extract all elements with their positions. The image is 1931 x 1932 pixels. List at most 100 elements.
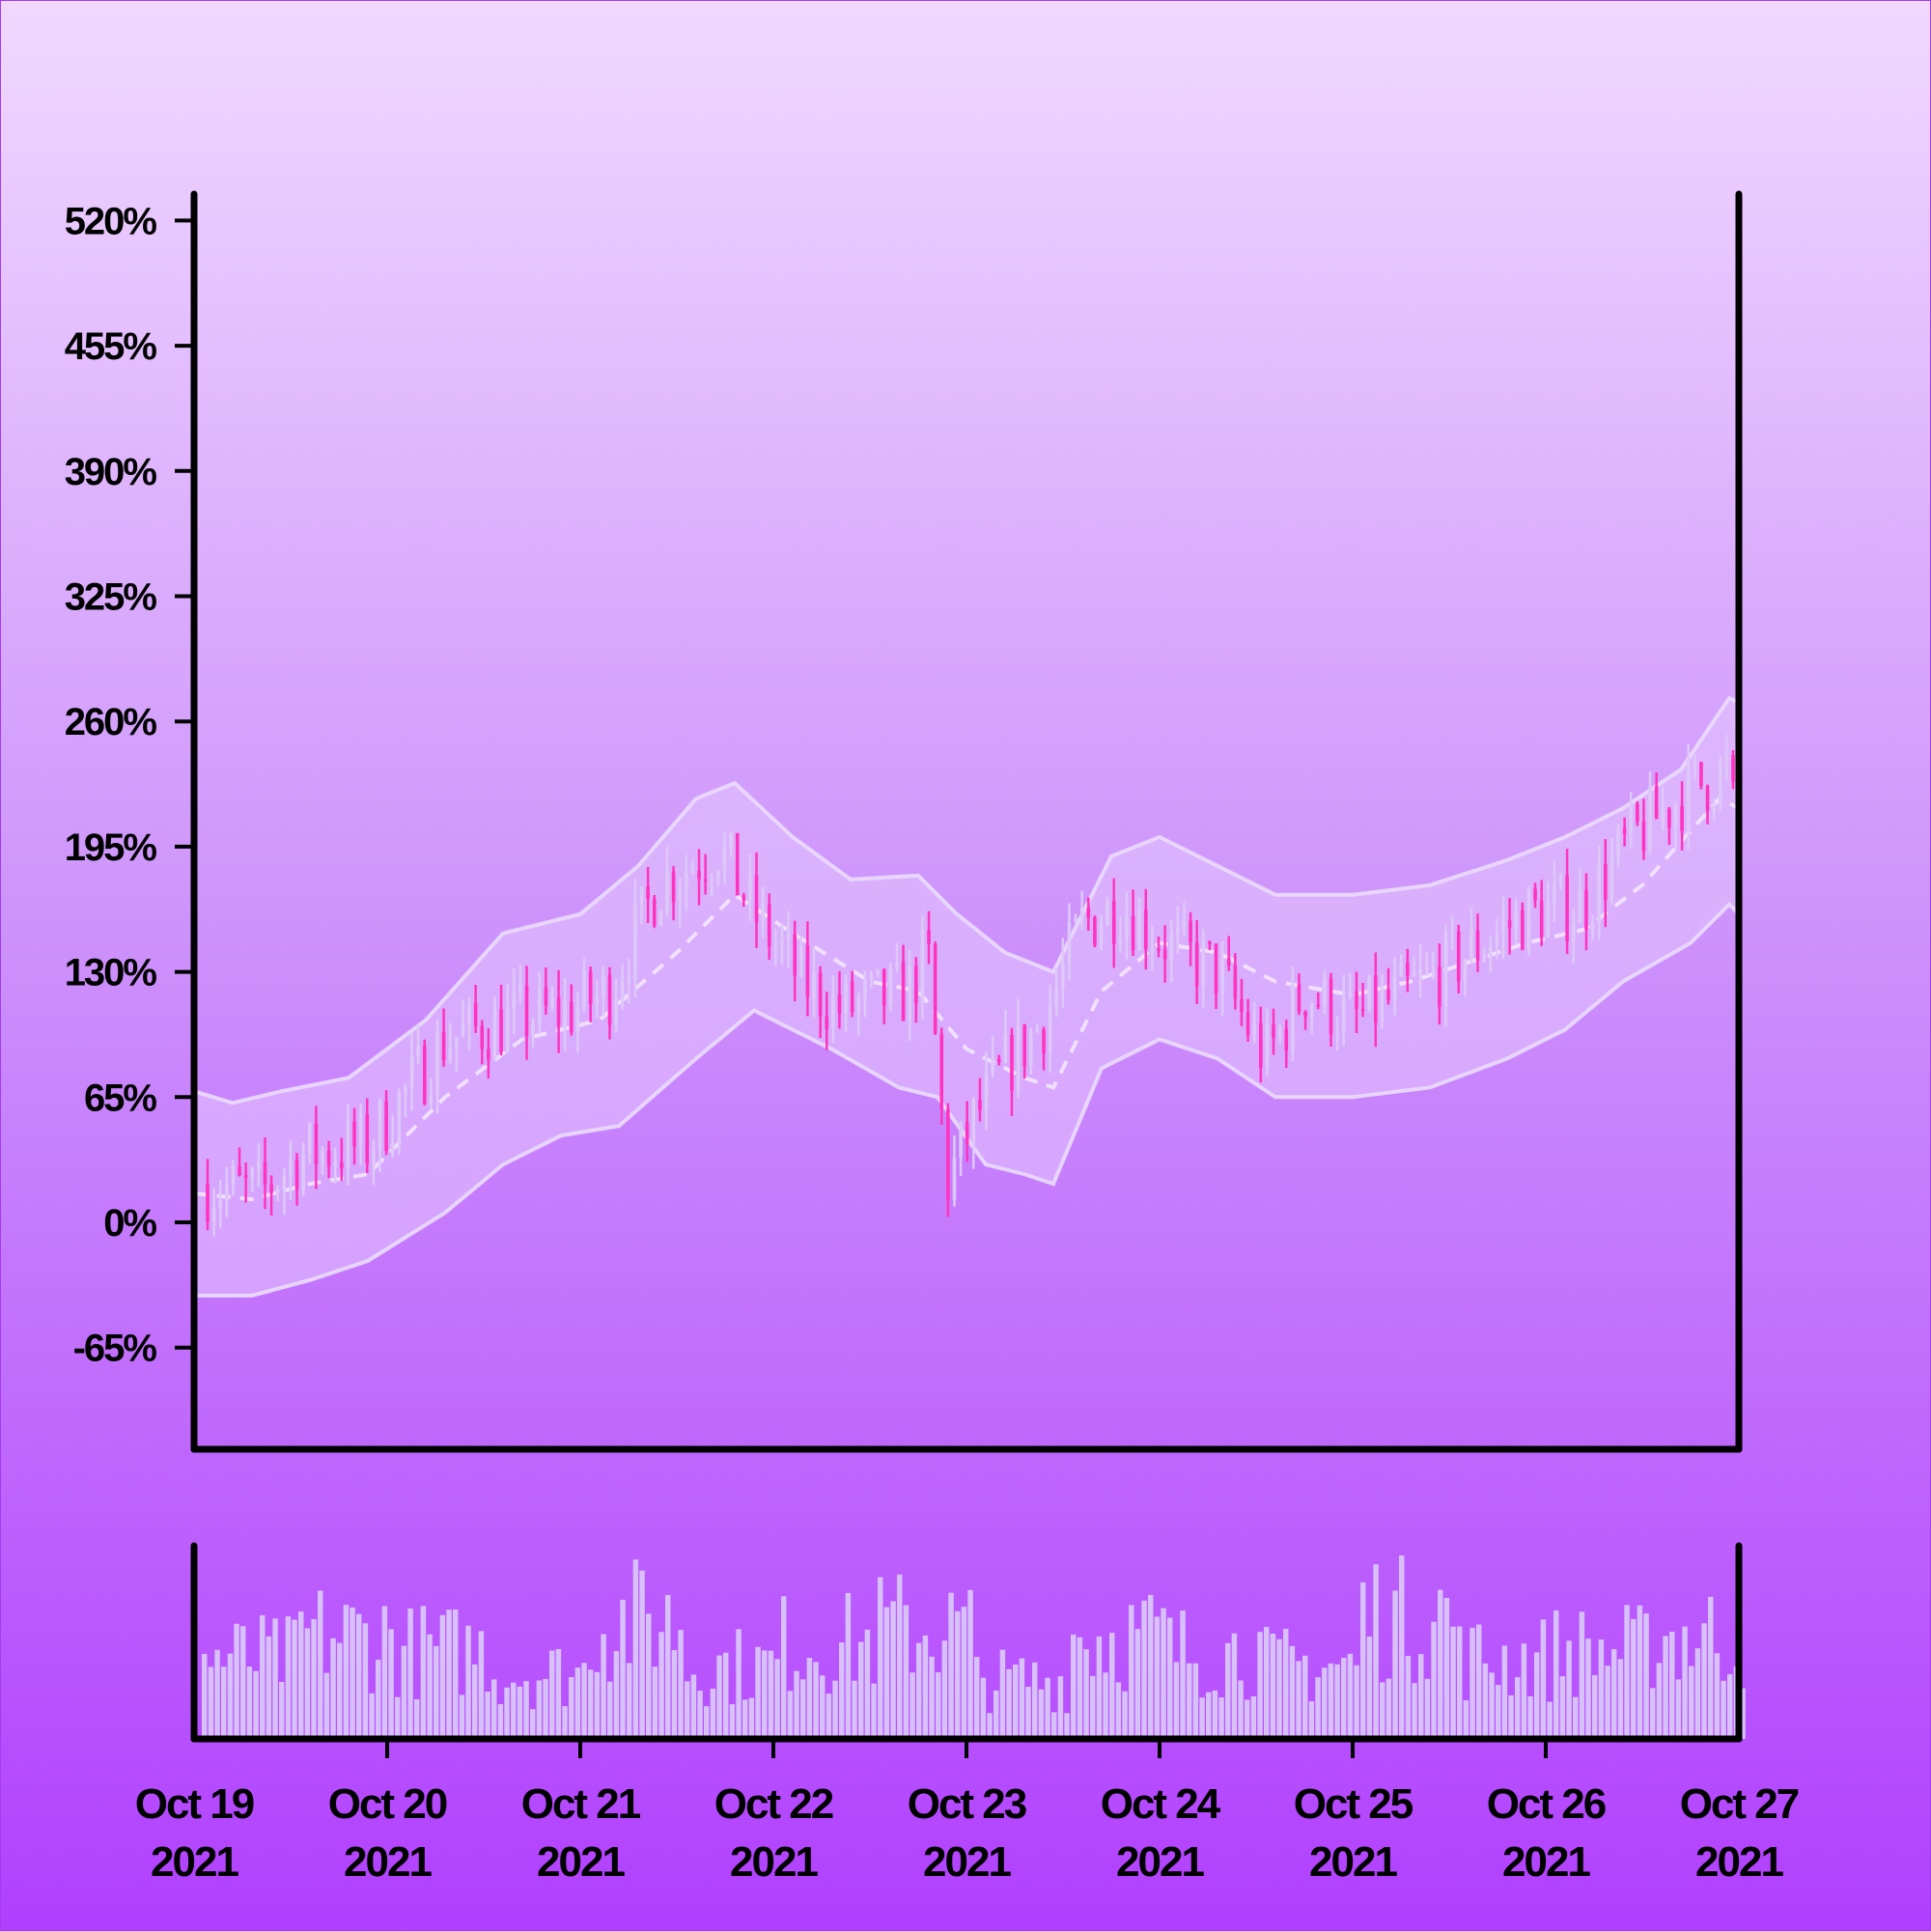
candle-up — [1118, 917, 1123, 954]
volume-bar — [980, 1677, 987, 1739]
band-fill — [194, 698, 1739, 1296]
volume-bar — [1199, 1697, 1205, 1739]
candle-up — [1341, 974, 1346, 1047]
candle-up — [780, 924, 784, 965]
candle-series — [206, 735, 1735, 1237]
x-tick-label-date: Oct 19 — [135, 1780, 254, 1828]
volume-bar — [806, 1658, 813, 1739]
candle-body — [1501, 920, 1505, 934]
candle-down — [269, 1175, 273, 1217]
candle-body — [710, 879, 714, 882]
candle-down — [1603, 839, 1608, 928]
candle-up — [1673, 802, 1678, 851]
candle-up — [448, 1022, 453, 1064]
candle-up — [1482, 947, 1486, 964]
candle-up — [461, 999, 465, 1038]
candle-body — [340, 1162, 344, 1169]
candle-body — [1079, 908, 1084, 919]
x-tick-label-year: 2021 — [537, 1838, 625, 1886]
candle-up — [1450, 915, 1454, 950]
candle-up — [1265, 1008, 1270, 1077]
candle-up — [1277, 1023, 1282, 1044]
candle-down — [570, 984, 574, 1036]
candle-body — [1406, 963, 1410, 976]
volume-bar — [1669, 1631, 1675, 1739]
volume-bar — [272, 1618, 278, 1739]
candle-body — [1265, 1023, 1270, 1068]
candle-body — [595, 995, 600, 1005]
candle-up — [1323, 970, 1327, 1015]
candle-body — [1074, 918, 1077, 923]
y-tick-label: 195% — [65, 826, 157, 869]
candle-body — [1705, 786, 1710, 811]
candle-body — [1355, 992, 1358, 1010]
volume-bar — [1328, 1663, 1334, 1739]
volume-bar — [434, 1645, 439, 1739]
volume-bar — [246, 1666, 253, 1739]
candle-body — [869, 973, 874, 980]
candle-body — [1016, 1024, 1021, 1091]
candle-up — [1578, 868, 1582, 923]
candle-up — [390, 1115, 395, 1158]
candle-body — [263, 1162, 267, 1185]
candle-up — [1724, 735, 1729, 781]
volume-bar — [1643, 1613, 1649, 1739]
candle-body — [1438, 966, 1441, 1007]
volume-bar — [292, 1619, 297, 1739]
volume-bar — [1141, 1600, 1147, 1739]
candle-up — [1412, 956, 1416, 977]
candle-body — [1118, 938, 1123, 945]
volume-bar — [1482, 1663, 1489, 1739]
candle-body — [1648, 786, 1652, 852]
candle-body — [1673, 805, 1678, 828]
candle-down — [754, 852, 759, 948]
candle-up — [1469, 907, 1473, 963]
x-tick-label-date: Oct 22 — [714, 1780, 833, 1828]
candle-up — [876, 968, 880, 978]
candle-body — [1456, 931, 1461, 982]
candle-body — [314, 1123, 319, 1164]
x-tick-label-year: 2021 — [1116, 1838, 1204, 1886]
candle-up — [991, 1035, 994, 1078]
candle-body — [1042, 1029, 1046, 1053]
volume-bar — [826, 1694, 832, 1739]
volume-bar — [1354, 1665, 1359, 1739]
candle-body — [844, 981, 848, 1014]
candle-down — [933, 941, 938, 1035]
candle-up — [614, 978, 618, 1033]
x-tick-label-date: Oct 25 — [1294, 1780, 1413, 1828]
volume-bar — [987, 1713, 993, 1739]
volume-bar — [1547, 1701, 1553, 1739]
candle-down — [1360, 983, 1365, 1018]
candle-body — [1220, 958, 1224, 994]
volume-bar — [594, 1671, 601, 1739]
candle-body — [1514, 910, 1519, 929]
candle-down — [978, 1078, 982, 1122]
volume-bar — [1508, 1694, 1514, 1739]
candle-body — [742, 895, 746, 901]
volume-bar — [407, 1608, 413, 1739]
volume-bar — [627, 1663, 632, 1739]
volume-bar — [1096, 1636, 1103, 1739]
volume-bar — [1347, 1653, 1354, 1739]
volume-bar — [897, 1574, 903, 1739]
candle-body — [1469, 930, 1473, 961]
candle-body — [991, 1058, 994, 1073]
candle-up — [467, 997, 471, 1050]
volume-bar — [1231, 1633, 1238, 1739]
volume-bar — [748, 1697, 755, 1739]
candle-body — [1182, 920, 1187, 929]
candle-body — [984, 1072, 989, 1110]
volume-bar — [1675, 1679, 1682, 1739]
candle-up — [455, 1036, 459, 1073]
candle-up — [761, 886, 765, 938]
volume-bar — [1173, 1662, 1180, 1739]
volume-bar — [1366, 1637, 1373, 1739]
candle-down — [1093, 915, 1097, 948]
candle-down — [735, 832, 740, 896]
volume-bar — [794, 1670, 799, 1739]
candle-body — [748, 875, 752, 901]
candle-up — [1367, 974, 1371, 1013]
y-tick-label: 520% — [65, 200, 157, 242]
candle-body — [321, 1150, 324, 1164]
